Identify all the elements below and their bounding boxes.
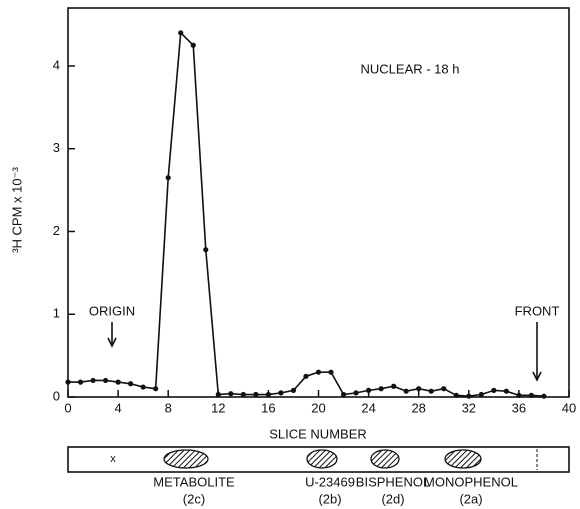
data-point [528, 392, 535, 398]
spot-code: (2d) [381, 491, 404, 506]
chart-title: NUCLEAR - 18 h [361, 61, 460, 76]
tlc-spot [370, 449, 400, 469]
y-tick-label: 0 [53, 388, 60, 403]
x-tick-label: 32 [462, 400, 476, 415]
data-point [228, 391, 234, 397]
data-point [265, 391, 271, 398]
data-point [303, 373, 309, 379]
data-point [65, 379, 71, 385]
x-tick-label: 36 [512, 400, 526, 415]
data-point [428, 388, 434, 394]
x-tick-label: 4 [114, 400, 121, 415]
x-tick-label: 40 [562, 400, 576, 415]
data-point [153, 386, 159, 392]
y-tick-label: 3 [53, 140, 60, 155]
data-point [215, 391, 221, 398]
x-axis-label: SLICE NUMBER [269, 426, 367, 441]
x-tick-label: 0 [64, 400, 71, 415]
annotation: FRONT [515, 303, 560, 318]
data-point [165, 175, 171, 181]
plot-frame [67, 7, 570, 398]
data-point [315, 369, 322, 375]
data-point [541, 393, 547, 399]
data-point [453, 392, 459, 398]
data-point [140, 384, 146, 390]
data-point [366, 387, 372, 393]
data-point [90, 377, 96, 384]
spot-label: BISPHENOL [356, 474, 430, 489]
data-point [128, 381, 134, 387]
origin-mark: x [110, 453, 116, 465]
data-point [378, 386, 384, 392]
data-point [190, 42, 196, 48]
data-point [503, 388, 509, 394]
data-point [290, 387, 297, 393]
arrow-head [532, 371, 542, 382]
x-tick-label: 28 [411, 400, 425, 415]
x-tick-label: 8 [165, 400, 172, 415]
x-tick-label: 20 [311, 400, 325, 415]
data-point [340, 391, 347, 398]
data-point [240, 391, 246, 398]
tlc-spot [306, 449, 338, 469]
data-point [253, 391, 259, 398]
spot-code: (2b) [318, 491, 341, 506]
annotation: ORIGIN [89, 303, 135, 318]
data-point [115, 379, 121, 385]
data-point [77, 379, 84, 385]
spot-label: MONOPHENOL [424, 474, 518, 489]
spot-label: METABOLITE [153, 474, 235, 489]
data-point [441, 386, 447, 392]
data-point [478, 391, 484, 398]
data-point [203, 247, 209, 253]
y-tick-label: 1 [53, 306, 60, 321]
y-tick-label: 4 [53, 57, 60, 72]
spot-code: (2a) [459, 491, 482, 506]
tlc-strip [67, 446, 570, 473]
x-tick-label: 12 [211, 400, 225, 415]
x-tick-label: 16 [261, 400, 275, 415]
data-point [491, 387, 497, 393]
data-point [516, 392, 522, 398]
spot-label: U-23469 [305, 474, 355, 489]
data-point [328, 369, 334, 375]
data-point [391, 383, 397, 389]
y-tick-label: 2 [53, 223, 60, 238]
spot-code: (2c) [183, 491, 205, 506]
tlc-spot [444, 449, 482, 469]
data-line [68, 31, 545, 397]
data-point [102, 377, 109, 384]
data-point [403, 388, 409, 394]
tlc-spot [163, 449, 209, 469]
y-axis-label: ³H CPM x 10⁻³ [9, 167, 24, 253]
data-point [466, 393, 472, 399]
data-point [278, 390, 284, 396]
data-point [353, 390, 359, 396]
data-point [416, 386, 422, 392]
x-tick-label: 24 [361, 400, 375, 415]
data-point [178, 30, 184, 36]
arrow-head [107, 337, 117, 348]
